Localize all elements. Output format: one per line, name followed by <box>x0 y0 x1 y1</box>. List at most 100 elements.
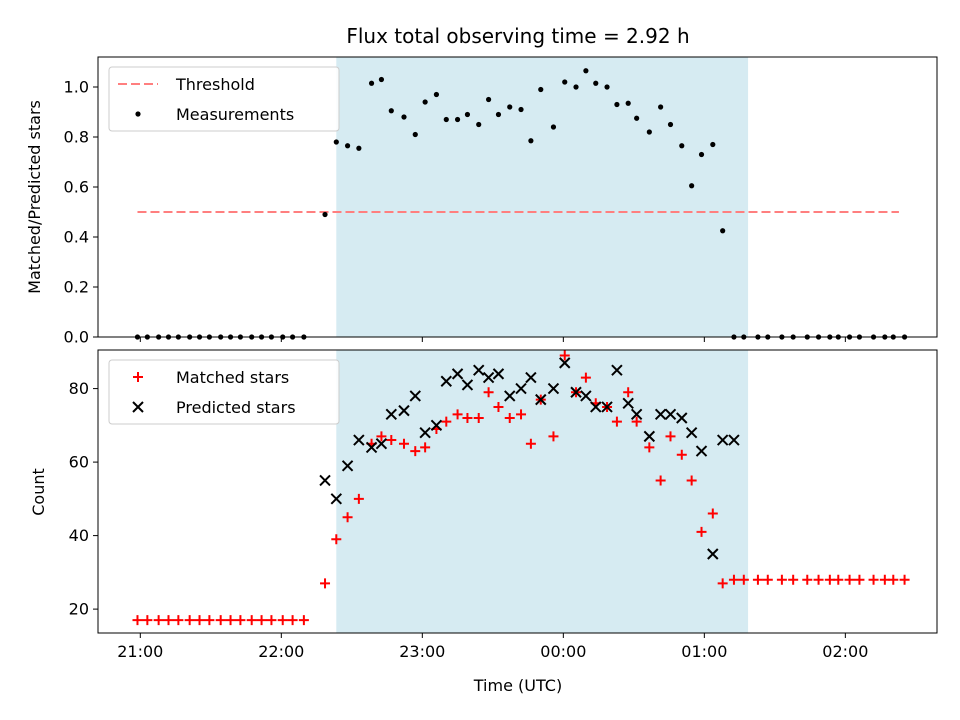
measurement-point <box>464 111 471 118</box>
measurement-point <box>333 139 339 145</box>
measurement-point <box>401 114 407 120</box>
measurement-point <box>679 143 685 149</box>
matched-star-point <box>386 435 397 446</box>
measurement-point <box>412 131 418 138</box>
matched-star-point <box>410 446 421 457</box>
predicted-star-point <box>570 386 582 398</box>
matched-star-point <box>854 574 865 585</box>
measurement-point <box>710 141 716 148</box>
y-tick-label: 0.2 <box>64 278 89 297</box>
matched-star-point <box>611 416 622 427</box>
predicted-star-point <box>341 460 354 472</box>
predicted-star-point <box>504 390 516 402</box>
predicted-star-point <box>385 408 398 421</box>
measurement-point <box>507 104 513 110</box>
x-tick-label: 23:00 <box>399 642 445 661</box>
matched-star-point <box>813 574 824 585</box>
matched-star-point <box>256 615 267 626</box>
matched-star-point <box>398 438 409 449</box>
y-tick-label: 40 <box>69 526 89 545</box>
predicted-star-point <box>461 379 474 391</box>
y-tick-label: 0.4 <box>64 228 89 247</box>
y-tick-label: 80 <box>69 379 89 398</box>
predicted-star-point <box>535 393 547 406</box>
matched-star-point <box>298 615 309 626</box>
predicted-star-point <box>365 441 378 454</box>
matched-star-point <box>235 615 246 626</box>
bottom-shaded-region <box>336 350 749 633</box>
matched-star-point <box>173 615 184 626</box>
predicted-star-point <box>547 382 560 395</box>
predicted-star-point <box>353 434 365 446</box>
matched-star-point <box>623 387 634 398</box>
legend-matched-marker <box>133 372 143 382</box>
legend-label: Measurements <box>176 105 294 124</box>
predicted-star-point <box>319 474 331 487</box>
matched-star-point <box>762 574 773 585</box>
predicted-star-point <box>707 548 719 560</box>
matched-star-point <box>184 615 195 626</box>
predicted-star-point <box>590 401 602 413</box>
predicted-star-point <box>601 401 613 413</box>
measurement-point <box>634 115 640 121</box>
measurement-point <box>433 91 440 98</box>
predicted-star-point <box>559 357 571 369</box>
bottom-axis-ticks: 20 40 60 80 21:00 22:00 23:00 00:00 01:00 02:00 <box>69 379 869 661</box>
measurement-point <box>538 86 544 93</box>
legend-box <box>108 66 340 132</box>
matched-star-point <box>525 438 536 449</box>
measurement-point <box>495 111 502 118</box>
measurement-point <box>388 108 394 114</box>
matched-star-point <box>655 475 666 486</box>
matched-star-point <box>266 615 277 626</box>
predicted-star-point <box>685 426 698 439</box>
measurement-point <box>550 124 557 130</box>
x-tick-label: 21:00 <box>117 642 163 661</box>
bottom-legend: Matched stars Predicted stars <box>108 359 340 425</box>
predicted-star-point <box>375 438 388 450</box>
matched-star-point <box>462 412 473 423</box>
matched-star-point <box>420 442 431 453</box>
matched-star-point <box>194 615 205 626</box>
predicted-star-point <box>716 434 729 446</box>
measurement-point <box>646 129 652 135</box>
predicted-star-point <box>492 368 505 380</box>
predicted-star-point <box>654 408 667 421</box>
measurement-point <box>604 84 610 90</box>
measurement-point <box>698 151 705 158</box>
matched-star-point <box>153 615 164 626</box>
matched-star-point <box>376 431 387 442</box>
measurement-point <box>356 145 362 151</box>
matched-star-point <box>824 574 835 585</box>
bottom-y-axis-label: Count <box>29 468 48 516</box>
matched-star-point <box>441 416 452 427</box>
matched-star-point <box>676 449 687 460</box>
y-tick-label: 20 <box>69 600 89 619</box>
matched-star-point <box>879 574 890 585</box>
predicted-star-point <box>440 375 452 387</box>
bottom-plot-area <box>132 350 910 626</box>
matched-star-point <box>868 574 879 585</box>
predicted-star-point <box>430 419 443 432</box>
predicted-star-point <box>664 408 677 421</box>
predicted-star-point <box>580 390 592 402</box>
matched-star-point <box>644 442 655 453</box>
matched-star-point <box>802 574 813 585</box>
y-tick-label: 0.6 <box>64 178 89 197</box>
chart-title: Flux total observing time = 2.92 h <box>346 24 689 48</box>
predicted-star-point <box>643 430 656 443</box>
measurement-point <box>454 116 461 123</box>
matched-star-point <box>342 512 353 523</box>
matched-star-point <box>163 615 174 626</box>
matched-star-point <box>580 372 591 383</box>
matched-star-point <box>516 409 527 420</box>
matched-star-point <box>142 615 153 626</box>
matched-star-point <box>204 615 215 626</box>
measurement-point <box>344 143 351 149</box>
matched-star-point <box>899 574 910 585</box>
legend-label: Threshold <box>175 75 255 94</box>
legend-label: Matched stars <box>176 368 289 387</box>
matched-star-point <box>559 350 570 361</box>
matched-star-point <box>215 615 226 626</box>
predicted-star-point <box>330 493 343 505</box>
